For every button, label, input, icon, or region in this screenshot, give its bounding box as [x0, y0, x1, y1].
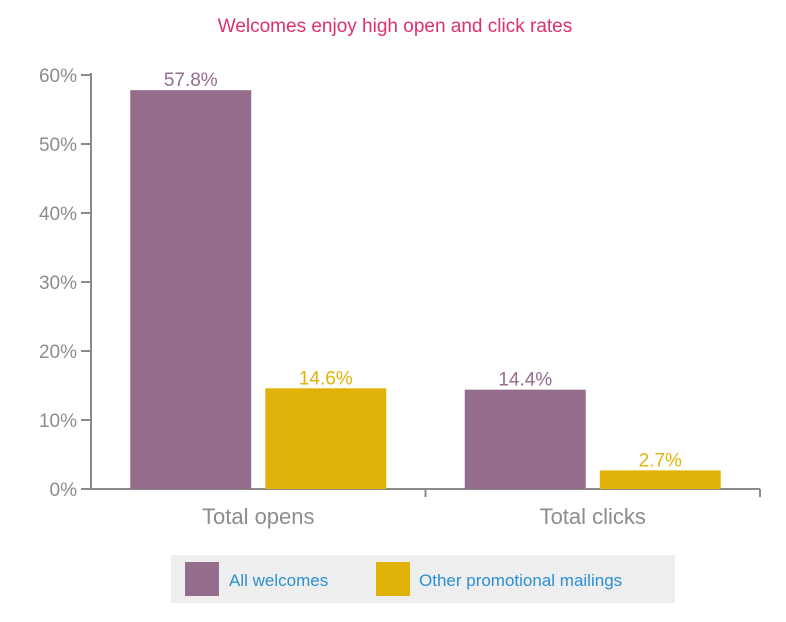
legend-label: All welcomes [229, 571, 328, 590]
legend-swatch [376, 562, 410, 596]
bar-labels: 57.8% 14.6% 14.4% 2.7% [164, 70, 682, 471]
bar-all-welcomes-1 [464, 389, 586, 489]
bar-all-welcomes-0 [130, 90, 252, 490]
x-category-label: Total clicks [540, 504, 646, 529]
y-axis: 0% 10% 20% 30% 40% 50% 60% [39, 66, 92, 501]
legend-box [171, 555, 675, 603]
bar-value-label: 2.7% [639, 450, 682, 471]
x-axis: Total opens Total clicks [91, 488, 761, 529]
bars [130, 90, 721, 490]
bar-other-promotional-1 [599, 470, 721, 489]
bar-other-promotional-0 [265, 388, 387, 489]
y-tick-label: 10% [39, 411, 77, 432]
x-category-label: Total opens [202, 504, 315, 529]
y-tick-label: 50% [39, 135, 77, 156]
legend-label: Other promotional mailings [419, 571, 622, 590]
legend: All welcomes Other promotional mailings [171, 555, 675, 603]
legend-swatch [185, 562, 219, 596]
bar-value-label: 14.4% [498, 370, 552, 391]
bar-value-label: 57.8% [164, 70, 218, 91]
y-tick-label: 30% [39, 273, 77, 294]
chart-title: Welcomes enjoy high open and click rates [218, 16, 573, 37]
y-tick-label: 0% [50, 480, 78, 501]
y-tick-label: 20% [39, 342, 77, 363]
y-tick-label: 40% [39, 204, 77, 225]
y-tick-label: 60% [39, 66, 77, 87]
bar-value-label: 14.6% [299, 368, 353, 389]
